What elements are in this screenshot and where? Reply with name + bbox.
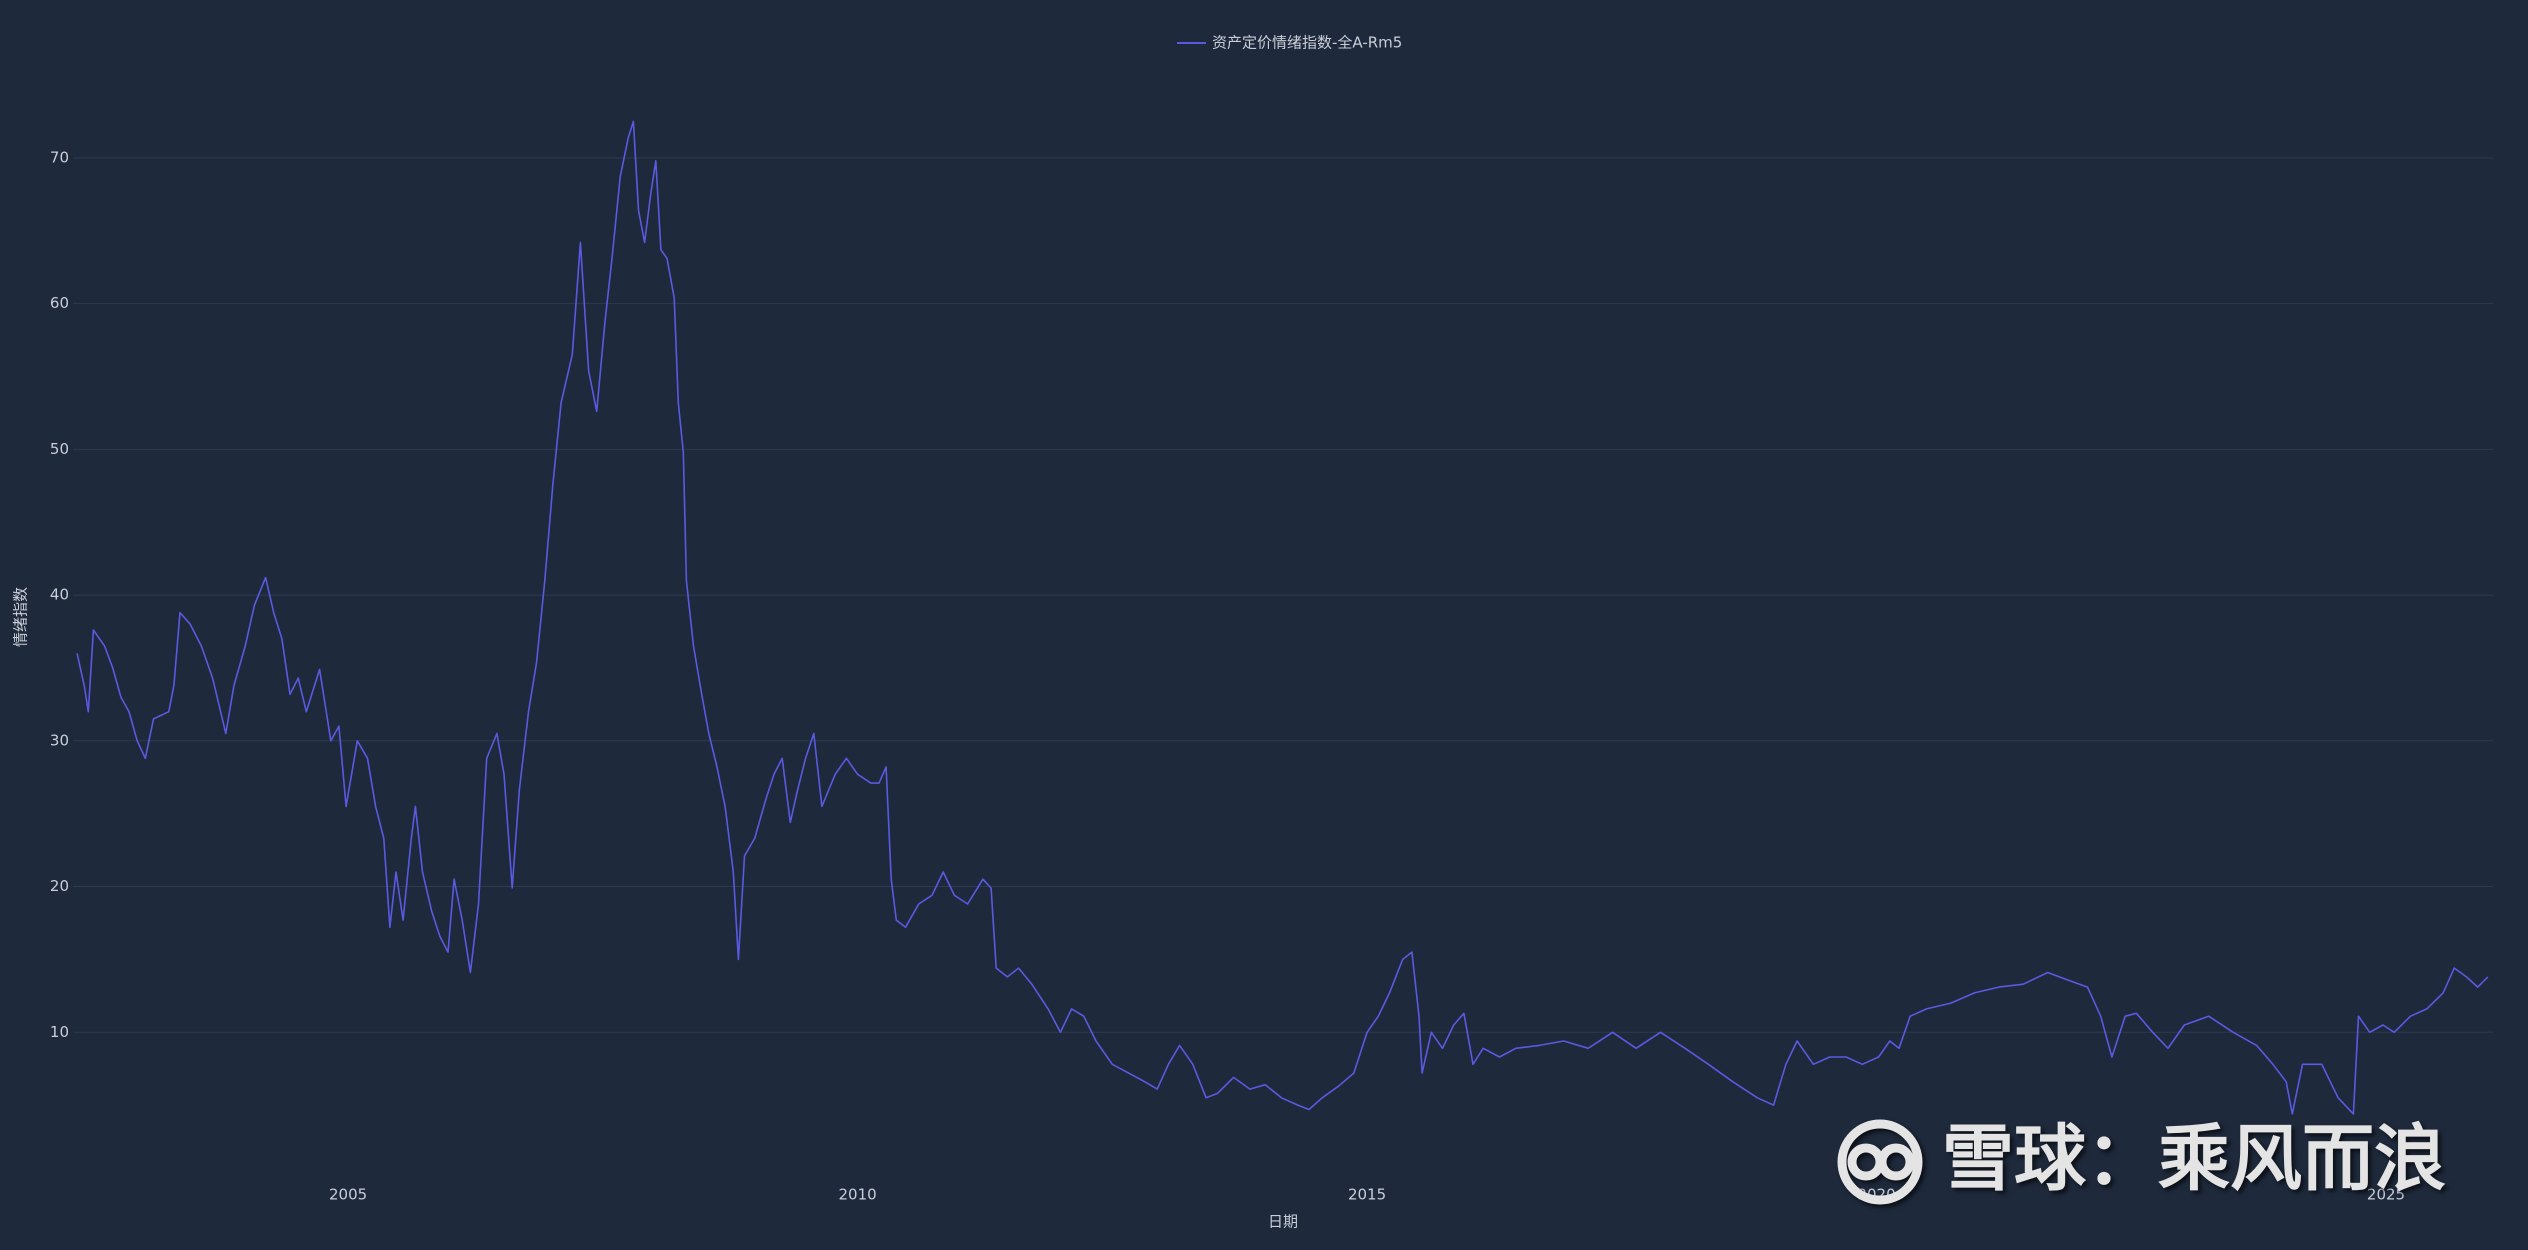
x-tick-label: 2005 (329, 1186, 367, 1204)
y-tick-label: 70 (50, 148, 69, 166)
watermark: 雪球：乘风而浪 (1942, 1117, 2446, 1201)
x-tick-label: 2015 (1348, 1186, 1386, 1204)
x-tick-label: 2025 (2367, 1186, 2405, 1204)
y-axis-title: 情绪指数 (12, 587, 30, 647)
legend-label: 资产定价情绪指数-全A-Rm5 (1212, 34, 1402, 52)
y-tick-label: 30 (50, 731, 69, 749)
y-tick-label: 50 (50, 440, 69, 458)
x-axis-title: 日期 (1268, 1213, 1298, 1231)
y-tick-label: 10 (50, 1023, 69, 1041)
y-tick-label: 40 (50, 586, 69, 604)
x-tick-label: 2010 (838, 1186, 876, 1204)
series-line (76, 120, 2489, 1115)
y-tick-label: 20 (50, 877, 69, 895)
y-tick-label: 60 (50, 294, 69, 312)
watermark-logo (1837, 1119, 1923, 1205)
